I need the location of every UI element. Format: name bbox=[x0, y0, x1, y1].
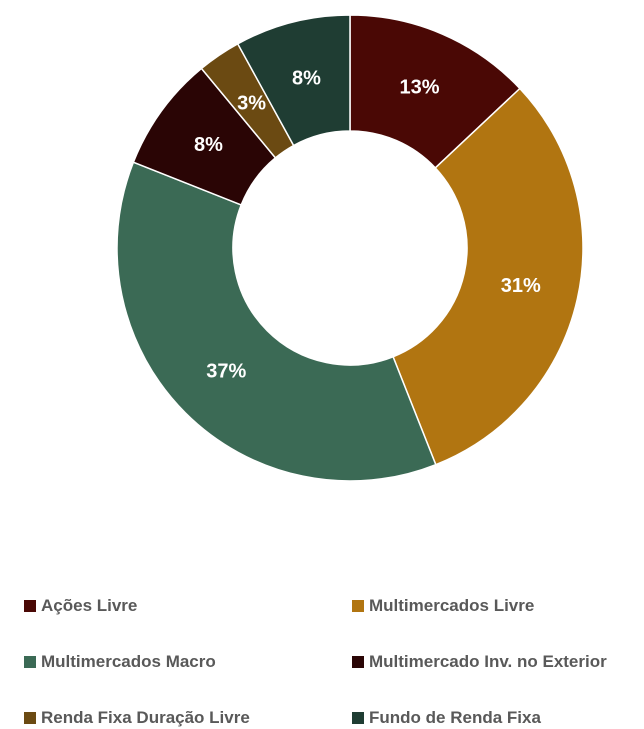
legend-label-multimercados-livre: Multimercados Livre bbox=[369, 596, 535, 615]
donut-slices bbox=[116, 14, 584, 482]
donut-labels: 13% 31% 37% 8% 3% 8% bbox=[194, 67, 541, 382]
slice-label-multimercado-inv-no-exterior: 8% bbox=[194, 134, 223, 156]
legend-swatch-fundo-renda-fixa bbox=[352, 712, 364, 724]
slice-label-multimercados-livre: 31% bbox=[501, 275, 541, 297]
legend-label-renda-fixa-duracao-livre: Renda Fixa Duração Livre bbox=[41, 708, 250, 727]
legend-item-multimercado-inv-exterior: Multimercado Inv. no Exterior bbox=[352, 652, 607, 672]
legend-swatch-multimercados-livre bbox=[352, 600, 364, 612]
slice-label-fundo-de-renda-fixa: 8% bbox=[292, 67, 321, 89]
legend-label-fundo-renda-fixa: Fundo de Renda Fixa bbox=[369, 708, 541, 727]
slice-multimercados-macro bbox=[116, 161, 437, 482]
legend-item-multimercados-macro: Multimercados Macro bbox=[24, 652, 216, 672]
legend-swatch-multimercados-macro bbox=[24, 656, 36, 668]
legend-item-fundo-renda-fixa: Fundo de Renda Fixa bbox=[352, 708, 541, 728]
slice-label-multimercados-macro: 37% bbox=[206, 361, 246, 383]
legend-item-acoes-livre: Ações Livre bbox=[24, 596, 137, 616]
legend-label-multimercado-inv-exterior: Multimercado Inv. no Exterior bbox=[369, 652, 607, 671]
legend-item-renda-fixa-duracao-livre: Renda Fixa Duração Livre bbox=[24, 708, 250, 728]
legend-item-multimercados-livre: Multimercados Livre bbox=[352, 596, 534, 616]
slice-label-renda-fixa-duracao-livre: 3% bbox=[237, 92, 266, 114]
slice-fundo-de-renda-fixa bbox=[236, 14, 351, 147]
slice-multimercados-livre bbox=[392, 87, 584, 466]
legend-swatch-multimercado-inv-exterior bbox=[352, 656, 364, 668]
legend-swatch-renda-fixa-duracao-livre bbox=[24, 712, 36, 724]
legend-swatch-acoes-livre bbox=[24, 600, 36, 612]
slice-label-acoes-livre: 13% bbox=[399, 76, 439, 98]
legend-label-acoes-livre: Ações Livre bbox=[41, 596, 138, 615]
legend-label-multimercados-macro: Multimercados Macro bbox=[41, 652, 216, 671]
